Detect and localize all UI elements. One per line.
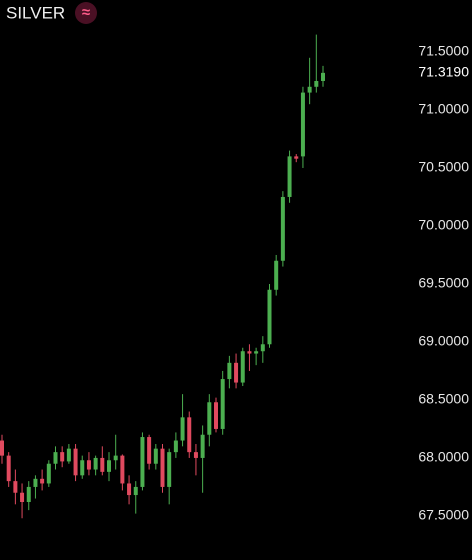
candle-body bbox=[280, 196, 285, 261]
candle-body bbox=[26, 486, 31, 503]
y-tick-label: 71.5000 bbox=[418, 43, 469, 59]
candle-body bbox=[200, 434, 205, 458]
candle-body bbox=[173, 440, 178, 453]
y-tick-label: 70.0000 bbox=[418, 217, 469, 233]
candle-body bbox=[234, 362, 239, 383]
candle-body bbox=[307, 86, 312, 93]
candle-body bbox=[220, 379, 225, 429]
last-price-label: 71.3190 bbox=[418, 64, 469, 80]
candle-body bbox=[60, 452, 65, 462]
candle-body bbox=[240, 351, 245, 383]
candle-body bbox=[153, 448, 158, 464]
candle-body bbox=[0, 440, 4, 456]
candle-body bbox=[247, 351, 252, 354]
candle-body bbox=[86, 460, 91, 470]
candle-body bbox=[46, 463, 51, 484]
candle-body bbox=[321, 72, 325, 81]
candle-body bbox=[187, 417, 192, 453]
candle-body bbox=[147, 437, 152, 464]
y-tick-label: 70.5000 bbox=[418, 159, 469, 175]
candle-body bbox=[260, 344, 265, 352]
candle-body bbox=[294, 156, 299, 159]
candle-body bbox=[314, 80, 319, 87]
y-tick-label: 69.0000 bbox=[418, 333, 469, 349]
candle-body bbox=[160, 448, 165, 487]
candle-body bbox=[227, 362, 232, 380]
candle-body bbox=[66, 448, 71, 462]
candle-body bbox=[6, 455, 11, 482]
candle-body bbox=[167, 452, 172, 487]
candle-body bbox=[267, 289, 272, 345]
candle-body bbox=[120, 455, 125, 484]
candle-body bbox=[80, 460, 85, 476]
candle-body bbox=[127, 483, 132, 496]
y-tick-label: 67.5000 bbox=[418, 507, 469, 523]
candle-body bbox=[33, 478, 38, 487]
candle-body bbox=[287, 156, 292, 197]
chart-title: SILVER bbox=[6, 3, 65, 22]
symbol-icon: ≈ bbox=[82, 4, 90, 21]
candle-body bbox=[13, 481, 18, 493]
symbol-icon-bg bbox=[75, 2, 97, 24]
candle-body bbox=[93, 457, 98, 470]
candle-body bbox=[113, 455, 118, 461]
candle-body bbox=[100, 457, 105, 472]
candle-body bbox=[274, 260, 279, 290]
y-tick-label: 71.0000 bbox=[418, 101, 469, 117]
candle-body bbox=[193, 452, 198, 458]
candle-body bbox=[300, 92, 305, 157]
candle-body bbox=[73, 448, 78, 476]
candle-body bbox=[214, 402, 218, 429]
candle-body bbox=[140, 437, 145, 487]
y-tick-label: 69.5000 bbox=[418, 275, 469, 291]
y-tick-label: 68.5000 bbox=[418, 391, 469, 407]
candle-body bbox=[107, 460, 111, 472]
candle-body bbox=[20, 492, 25, 503]
candle-body bbox=[254, 351, 259, 354]
candle-body bbox=[207, 402, 212, 435]
candle-body bbox=[180, 417, 185, 441]
candle-body bbox=[40, 478, 45, 484]
y-tick-label: 72.0000 bbox=[418, 0, 469, 1]
candle-body bbox=[133, 486, 138, 496]
candle-body bbox=[53, 452, 58, 464]
y-tick-label: 68.0000 bbox=[418, 449, 469, 465]
